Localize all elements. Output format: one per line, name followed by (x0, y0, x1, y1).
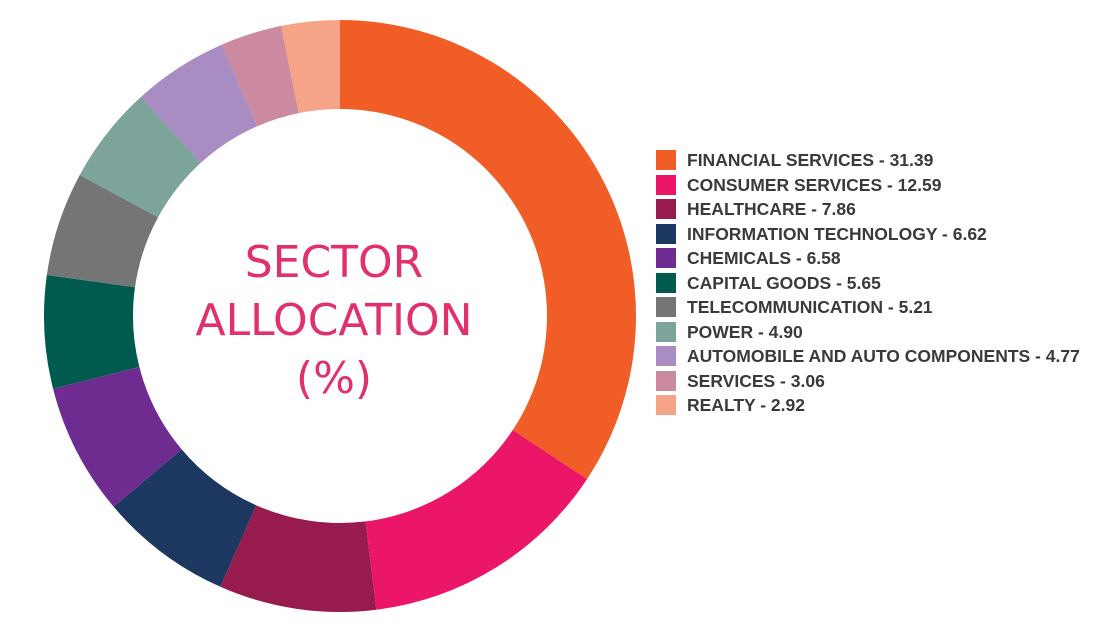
legend-item-power: POWER - 4.90 (656, 320, 1096, 345)
legend-swatch (656, 321, 676, 342)
legend-item-realty: REALTY - 2.92 (656, 393, 1096, 418)
legend-item-telecommunication: TELECOMMUNICATION - 5.21 (656, 295, 1096, 320)
donut-slice-consumer-services (365, 430, 588, 610)
legend-swatch (656, 297, 676, 317)
legend-item-information-technology: INFORMATION TECHNOLOGY - 6.62 (656, 222, 1096, 247)
legend-label: POWER - 4.90 (687, 321, 803, 342)
legend-item-consumer-services: CONSUMER SERVICES - 12.59 (656, 173, 1096, 198)
chart-title-line-2: ALLOCATION (195, 295, 473, 346)
chart-title: SECTOR ALLOCATION (%) (164, 234, 504, 408)
legend-item-capital-goods: CAPITAL GOODS - 5.65 (656, 271, 1096, 296)
legend-item-healthcare: HEALTHCARE - 7.86 (656, 197, 1096, 222)
chart-title-line-1: SECTOR (244, 237, 424, 288)
donut-slice-services (221, 25, 299, 127)
donut-slice-healthcare (220, 505, 377, 612)
donut-slice-chemicals (53, 366, 182, 507)
legend-swatch (656, 272, 676, 293)
donut-slice-automobile-and-auto-components (140, 44, 258, 163)
chart-title-line-3: (%) (295, 353, 373, 404)
legend-label: REALTY - 2.92 (687, 395, 805, 415)
donut-slice-capital-goods (43, 274, 140, 389)
legend-label: FINANCIAL SERVICES - 31.39 (687, 150, 934, 170)
chart-legend: FINANCIAL SERVICES - 31.39 CONSUMER SERV… (656, 148, 1096, 418)
legend-item-services: SERVICES - 3.06 (656, 369, 1096, 394)
legend-swatch (656, 370, 676, 391)
legend-swatch (656, 223, 676, 244)
legend-label: AUTOMOBILE AND AUTO COMPONENTS - 4.77 (687, 346, 1080, 366)
legend-label: TELECOMMUNICATION - 5.21 (687, 297, 933, 317)
legend-swatch (656, 199, 676, 219)
legend-label: HEALTHCARE - 7.86 (687, 199, 856, 219)
legend-swatch (656, 174, 676, 195)
legend-label: CONSUMER SERVICES - 12.59 (687, 174, 942, 195)
donut-slice-information-technology (113, 449, 257, 587)
legend-swatch (656, 346, 676, 366)
donut-slice-financial-services (340, 20, 637, 480)
legend-item-automobile: AUTOMOBILE AND AUTO COMPONENTS - 4.77 (656, 344, 1096, 369)
legend-label: INFORMATION TECHNOLOGY - 6.62 (687, 223, 987, 244)
donut-slice-realty (281, 20, 340, 114)
legend-item-chemicals: CHEMICALS - 6.58 (656, 246, 1096, 271)
legend-label: CAPITAL GOODS - 5.65 (687, 272, 881, 293)
legend-item-financial-services: FINANCIAL SERVICES - 31.39 (656, 148, 1096, 173)
legend-swatch (656, 150, 676, 170)
legend-label: CHEMICALS - 6.58 (687, 248, 841, 268)
donut-slice-power (79, 96, 201, 218)
legend-label: SERVICES - 3.06 (687, 370, 825, 391)
legend-swatch (656, 248, 676, 268)
donut-slice-telecommunication (46, 174, 159, 288)
legend-swatch (656, 395, 676, 415)
